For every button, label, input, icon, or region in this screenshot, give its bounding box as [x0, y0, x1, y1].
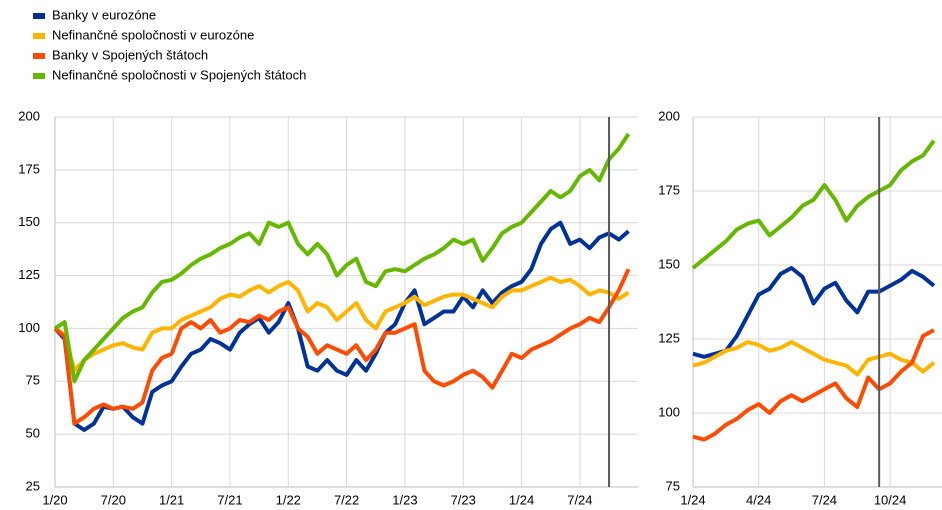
- series-line: [53, 275, 630, 373]
- series-line: [692, 328, 935, 442]
- x-tick-label: 4/24: [746, 492, 771, 507]
- x-tick-label: 1/20: [42, 492, 67, 507]
- x-tick-label: 7/24: [812, 492, 837, 507]
- series-line: [691, 139, 936, 270]
- y-tick-label: 100: [658, 404, 680, 419]
- legend-swatch: [33, 73, 45, 79]
- y-tick-label: 75: [26, 373, 40, 388]
- y-tick-label: 100: [18, 320, 40, 335]
- x-tick-label: 1/24: [509, 492, 534, 507]
- x-tick-label: 1/22: [276, 492, 301, 507]
- y-tick-label: 25: [26, 478, 40, 493]
- x-tick-label: 7/22: [334, 492, 359, 507]
- series-line: [692, 266, 936, 359]
- y-tick-label: 75: [666, 478, 680, 493]
- y-tick-label: 125: [18, 267, 40, 282]
- x-tick-label: 7/21: [217, 492, 242, 507]
- y-tick-label: 175: [658, 182, 680, 197]
- x-tick-label: 7/23: [451, 492, 476, 507]
- panel: [53, 116, 638, 488]
- legend-label: Nefinančné spoločnosti v Spojených štáto…: [52, 67, 306, 82]
- legend-swatch: [33, 33, 45, 39]
- y-tick-label: 200: [18, 108, 40, 123]
- series-line: [53, 268, 631, 426]
- panel: [691, 116, 942, 488]
- y-tick-label: 175: [18, 161, 40, 176]
- legend-swatch: [33, 13, 45, 19]
- series-line: [53, 132, 631, 384]
- x-tick-label: 7/20: [101, 492, 126, 507]
- y-tick-label: 125: [658, 330, 680, 345]
- legend-label: Nefinančné spoločnosti v eurozóne: [52, 27, 254, 42]
- legend-label: Banky v eurozóne: [52, 7, 156, 22]
- x-tick-label: 1/24: [680, 492, 705, 507]
- y-tick-label: 150: [658, 256, 680, 271]
- y-tick-label: 200: [658, 108, 680, 123]
- y-tick-label: 150: [18, 214, 40, 229]
- y-tick-label: 50: [26, 426, 40, 441]
- x-tick-label: 1/21: [159, 492, 184, 507]
- series-line: [53, 220, 630, 432]
- x-tick-label: 10/24: [874, 492, 907, 507]
- x-tick-label: 7/24: [567, 492, 592, 507]
- x-tick-label: 1/23: [392, 492, 417, 507]
- series-line: [692, 340, 936, 377]
- legend-label: Banky v Spojených štátoch: [52, 47, 208, 62]
- legend-swatch: [33, 53, 45, 59]
